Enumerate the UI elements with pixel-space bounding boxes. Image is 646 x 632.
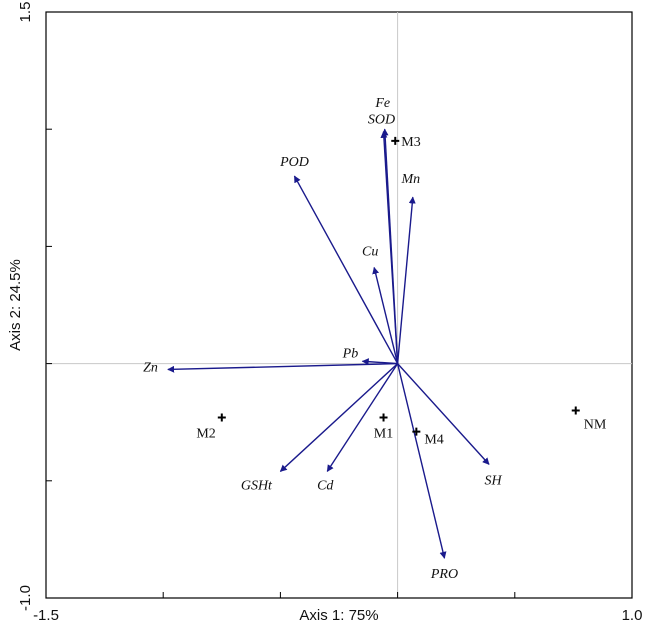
point-marker-m1 xyxy=(379,413,388,422)
vector-label-pod: POD xyxy=(279,155,309,170)
vector-arrow-pro xyxy=(396,363,447,559)
vector-label-gsht: GSHt xyxy=(241,478,273,493)
vector-arrow-cu xyxy=(372,266,399,364)
plot-frame xyxy=(45,11,633,599)
vector-label-sh: SH xyxy=(484,473,502,488)
vector-label-cd: Cd xyxy=(317,478,334,493)
point-marker-m3 xyxy=(391,136,400,145)
point-marker-nm xyxy=(571,406,580,415)
point-label-nm: NM xyxy=(584,417,607,432)
vector-label-mn: Mn xyxy=(401,172,421,187)
y-tick-label: 1.5 xyxy=(17,2,34,23)
vector-arrow-zn xyxy=(167,362,398,373)
vector-arrow-cd xyxy=(326,363,399,473)
x-tick-label: -1.5 xyxy=(33,607,59,624)
vector-label-fe: Fe xyxy=(374,96,390,111)
vector-label-pro: PRO xyxy=(430,567,458,582)
vector-arrow-sh xyxy=(397,363,490,465)
vector-arrow-sod xyxy=(380,130,399,364)
x-tick-label: 1.0 xyxy=(622,607,643,624)
point-label-m4: M4 xyxy=(424,433,443,448)
point-label-m3: M3 xyxy=(401,135,420,150)
y-tick-label: -1.0 xyxy=(17,585,34,611)
point-label-m2: M2 xyxy=(196,427,215,442)
point-label-m1: M1 xyxy=(374,427,393,442)
vector-arrow-pod xyxy=(293,175,399,364)
vector-label-zn: Zn xyxy=(143,360,158,375)
vector-label-pb: Pb xyxy=(342,346,359,361)
point-marker-m2 xyxy=(217,413,226,422)
vector-label-cu: Cu xyxy=(362,244,378,259)
vector-arrow-gsht xyxy=(279,363,399,472)
x-axis-label: Axis 1: 75% xyxy=(299,607,378,624)
vector-arrow-mn xyxy=(396,196,416,364)
y-axis-label: Axis 2: 24.5% xyxy=(7,259,24,351)
vector-label-sod: SOD xyxy=(368,113,395,128)
point-marker-m4 xyxy=(412,427,421,436)
